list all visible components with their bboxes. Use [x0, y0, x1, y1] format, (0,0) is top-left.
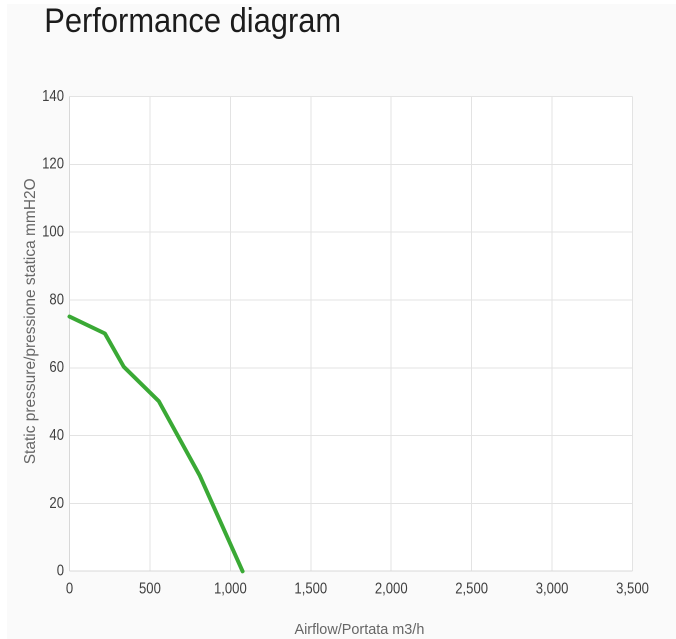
svg-text:100: 100 [42, 224, 64, 241]
svg-text:140: 140 [42, 88, 64, 105]
svg-text:120: 120 [42, 156, 64, 173]
svg-text:3,000: 3,000 [536, 581, 569, 598]
svg-text:0: 0 [57, 563, 64, 580]
svg-text:1,500: 1,500 [294, 581, 327, 598]
svg-text:500: 500 [139, 581, 161, 598]
svg-text:2,000: 2,000 [375, 581, 408, 598]
svg-text:40: 40 [49, 427, 64, 444]
svg-text:Static pressure/pressione stat: Static pressure/pressione statica mmH2O [22, 178, 39, 464]
svg-text:2,500: 2,500 [455, 581, 488, 598]
svg-text:0: 0 [66, 581, 73, 598]
svg-text:1,000: 1,000 [214, 581, 247, 598]
svg-text:3,500: 3,500 [616, 581, 649, 598]
svg-text:20: 20 [49, 495, 64, 512]
svg-text:Airflow/Portata m3/h: Airflow/Portata m3/h [294, 622, 424, 638]
svg-text:60: 60 [49, 359, 64, 376]
svg-text:80: 80 [49, 291, 64, 308]
